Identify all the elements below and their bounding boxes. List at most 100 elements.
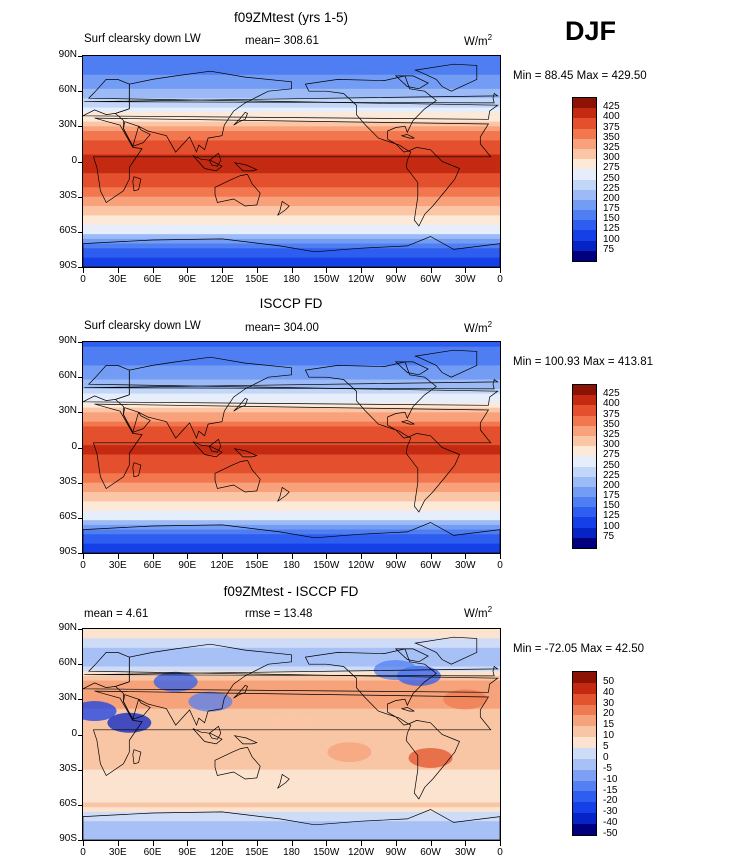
colorbar-label: 325: [603, 428, 620, 440]
lat-tick-label: 30S: [59, 475, 77, 487]
lon-tick-label: 30E: [108, 847, 127, 858]
map-band: [83, 741, 500, 747]
coastline-nz: [277, 486, 290, 502]
colorbar-label: 350: [603, 418, 620, 430]
map-band: [83, 825, 500, 832]
colorbar-segment: [573, 435, 596, 447]
coastline-japan: [233, 111, 248, 126]
lat-tick: [78, 699, 83, 701]
lon-tick: [152, 841, 154, 846]
lon-tick-label: 90E: [178, 847, 197, 858]
map-anomaly-patch: [188, 691, 233, 712]
map-band: [83, 342, 500, 348]
map-band: [83, 520, 500, 526]
colorbar-label: 75: [603, 243, 615, 255]
coastline-antarctica: [83, 522, 500, 553]
coastline-australia: [214, 174, 261, 207]
map-band: [83, 145, 500, 151]
colorbar-segment: [573, 726, 596, 738]
map-band: [83, 788, 500, 794]
colorbar-label: 100: [603, 520, 620, 532]
lon-tick: [152, 268, 154, 273]
map-band: [83, 168, 500, 174]
panel-3-minmax: Min = -72.05 Max = 42.50: [513, 643, 645, 655]
coastline-greenland: [414, 349, 478, 378]
map-band: [83, 477, 500, 484]
colorbar-label: 300: [603, 439, 620, 451]
lon-tick-label: 120W: [347, 847, 375, 858]
lon-tick-label: 0: [80, 560, 86, 571]
coastline-japan: [233, 684, 248, 699]
lon-tick-label: 30E: [108, 274, 127, 285]
lon-tick-label: 90W: [385, 560, 407, 571]
map-band: [83, 769, 500, 775]
colorbar-label: 40: [603, 686, 615, 698]
lon-tick-label: 150W: [313, 847, 340, 858]
lon-tick-label: 180: [283, 847, 300, 858]
map-band: [83, 248, 500, 254]
map-band: [83, 234, 500, 240]
panel-1-mean-label: mean= 308.61: [245, 35, 319, 47]
coastline-baffin: [394, 75, 429, 90]
map-band: [83, 356, 500, 362]
lon-tick-label: 90W: [385, 847, 407, 858]
lat-tick: [78, 231, 83, 233]
lon-tick-label: 150W: [313, 560, 340, 571]
map-band: [83, 224, 500, 231]
map-band: [83, 543, 500, 549]
lon-tick-label: 120E: [210, 274, 234, 285]
lat-tick-label: 90N: [58, 335, 77, 346]
lon-tick: [83, 554, 84, 559]
map-band: [83, 689, 500, 696]
map-band: [83, 215, 500, 221]
map-band: [83, 426, 500, 432]
colorbar-label: 375: [603, 121, 620, 133]
colorbar-segment: [573, 405, 596, 416]
coastline-namerica: [304, 648, 437, 726]
map-band: [83, 534, 500, 540]
lon-tick: [326, 841, 328, 846]
colorbar-label: 250: [603, 459, 620, 471]
map-band: [83, 102, 500, 109]
coastline-antarctica: [83, 236, 500, 267]
lat-tick: [78, 412, 83, 414]
lon-tick-label: 150W: [313, 274, 340, 285]
lon-tick: [430, 841, 432, 846]
map-band: [83, 802, 500, 808]
lon-tick-label: 120W: [347, 560, 375, 571]
lon-tick-label: 120W: [347, 274, 375, 285]
lon-tick: [256, 554, 258, 559]
coastline-arabia: [123, 407, 151, 433]
lon-tick-label: 180: [283, 560, 300, 571]
panel-2-map: [82, 341, 501, 554]
lon-tick-label: 150E: [245, 274, 269, 285]
map-band: [83, 496, 500, 503]
colorbar-segment: [573, 682, 596, 694]
lat-tick: [78, 447, 83, 449]
coastline-africa: [92, 403, 492, 490]
map-band: [83, 229, 500, 235]
map-band: [83, 206, 500, 212]
lon-tick: [465, 554, 467, 559]
colorbar-label: -50: [603, 828, 618, 839]
colorbar-segment: [573, 715, 596, 727]
map-band: [83, 750, 500, 757]
lat-tick-label: 60N: [58, 657, 77, 669]
lat-tick: [78, 517, 83, 519]
lon-tick-label: 0: [80, 274, 86, 285]
lat-tick: [78, 840, 83, 841]
lon-tick-label: 0: [80, 847, 86, 858]
lat-tick-label: 60S: [59, 797, 77, 809]
map-band: [83, 708, 500, 714]
colorbar-segment: [573, 456, 596, 467]
panel-3-map: [82, 628, 501, 841]
colorbar-label: 15: [603, 719, 615, 731]
map-band: [83, 666, 500, 672]
colorbar-label: 400: [603, 398, 620, 410]
colorbar-segment: [573, 813, 596, 825]
lon-tick: [291, 554, 293, 559]
map-band: [83, 163, 500, 170]
map-band: [83, 473, 500, 479]
map-band: [83, 201, 500, 207]
colorbar-label: 275: [603, 162, 620, 174]
